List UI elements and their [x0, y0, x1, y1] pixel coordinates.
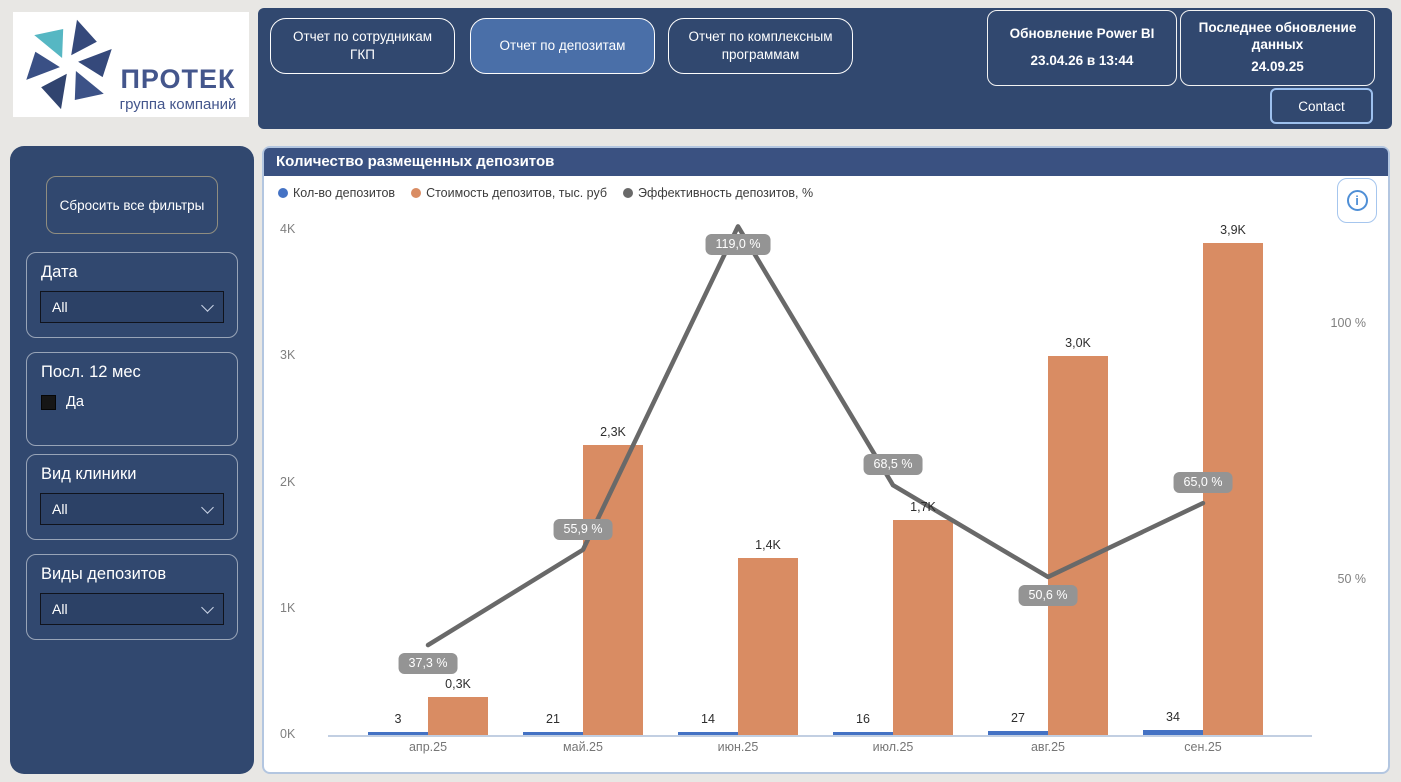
bar-deposit-count-июл.25[interactable]	[833, 732, 893, 735]
top-navigation-bar: Отчет по сотрудникам ГКП Отчет по депози…	[258, 8, 1392, 129]
deposit-types-value: All	[52, 601, 68, 617]
protek-pinwheel-icon	[26, 19, 112, 110]
efficiency-value-badge: 119,0 %	[705, 234, 771, 256]
legend-dot-value	[411, 188, 422, 198]
y-axis-tick-left: 1K	[280, 600, 296, 615]
filter-card-deposit-types: Виды депозитов All	[26, 554, 238, 640]
last-12-months-checkbox[interactable]	[41, 394, 56, 410]
deposit-count-label: 16	[856, 712, 870, 726]
company-logo-card: ПРОТЕК группа компаний	[13, 12, 249, 117]
x-axis-label: апр.25	[408, 740, 448, 754]
y-axis-tick-right: 50 %	[1337, 572, 1367, 586]
deposit-value-label: 3,0K	[1065, 336, 1091, 350]
bar-deposit-value-авг.25[interactable]	[1048, 356, 1108, 735]
chart-title: Количество размещенных депозитов	[264, 148, 1388, 176]
chevron-down-icon	[201, 600, 214, 614]
efficiency-value-badge: 68,5 %	[863, 454, 923, 476]
chart-plot-area: 0K 1K 2K 3K 4K 50 % 100 % 3 0,3K апр.25 21 2,3K май.…	[264, 148, 1388, 772]
bar-deposit-value-июл.25[interactable]	[893, 520, 953, 735]
x-axis-line	[328, 735, 1312, 737]
deposit-value-label: 1,4K	[755, 538, 781, 552]
efficiency-value-badge: 55,9 %	[553, 518, 613, 540]
y-axis-tick-left: 2K	[280, 474, 296, 489]
chevron-down-icon	[201, 500, 214, 514]
filter-card-last-12-months: Посл. 12 мес Да	[26, 352, 238, 446]
legend-item-efficiency[interactable]: Эффективность депозитов, %	[623, 186, 813, 200]
y-axis-tick-left: 4K	[280, 222, 296, 236]
bar-deposit-count-май.25[interactable]	[523, 732, 583, 735]
deposit-count-label: 3	[394, 712, 402, 726]
x-axis-label: июл.25	[872, 740, 914, 754]
brand-subtitle: группа компаний	[119, 96, 237, 113]
efficiency-value-badge: 65,0 %	[1173, 472, 1233, 494]
legend-item-value[interactable]: Стоимость депозитов, тыс. руб	[411, 186, 607, 200]
x-axis-label: май.25	[563, 740, 603, 754]
data-update-info: Последнее обновление данных 24.09.25	[1180, 10, 1375, 86]
bar-deposit-count-сен.25[interactable]	[1143, 730, 1203, 735]
bar-deposit-value-май.25[interactable]	[583, 445, 643, 735]
filter-title-last-12-months: Посл. 12 мес	[41, 363, 141, 381]
deposit-count-label: 21	[546, 712, 560, 726]
efficiency-value-badge: 50,6 %	[1018, 584, 1078, 606]
filter-title-clinic-type: Вид клиники	[41, 465, 137, 483]
clinic-type-value: All	[52, 501, 68, 517]
bar-deposit-count-авг.25[interactable]	[988, 731, 1048, 735]
bar-deposit-value-апр.25[interactable]	[428, 697, 488, 735]
deposit-count-label: 27	[1011, 711, 1025, 725]
powerbi-update-info: Обновление Power BI 23.04.26 в 13:44	[987, 10, 1177, 86]
y-axis-tick-left: 0K	[280, 727, 296, 741]
filter-title-deposit-types: Виды депозитов	[41, 565, 167, 583]
chart-legend: Кол-во депозитов Стоимость депозитов, ты…	[278, 186, 813, 200]
bar-deposit-count-апр.25[interactable]	[368, 732, 428, 735]
data-update-date: 24.09.25	[1251, 59, 1304, 74]
efficiency-value-badge: 37,3 %	[398, 653, 458, 675]
brand-name: ПРОТЕК	[120, 64, 236, 94]
legend-item-count[interactable]: Кол-во депозитов	[278, 186, 395, 200]
last-12-months-option-label: Да	[66, 394, 84, 410]
filters-sidebar: Сбросить все фильтры Дата All Посл. 12 м…	[10, 146, 254, 774]
y-axis-tick-left: 3K	[280, 348, 296, 363]
legend-label-value: Стоимость депозитов, тыс. руб	[426, 186, 608, 200]
powerbi-update-datetime: 23.04.26 в 13:44	[1030, 53, 1134, 69]
x-axis-label: авг.25	[1030, 740, 1065, 754]
nav-report-complex-programs-button[interactable]: Отчет по комплексным программам	[668, 18, 853, 74]
clinic-type-dropdown[interactable]: All	[40, 493, 224, 525]
y-axis-tick-right: 100 %	[1330, 315, 1366, 330]
bar-deposit-count-июн.25[interactable]	[678, 732, 738, 735]
nav-report-deposits-button[interactable]: Отчет по депозитам	[470, 18, 655, 74]
reset-filters-button[interactable]: Сбросить все фильтры	[46, 176, 218, 234]
data-update-title: Последнее обновление данных	[1198, 20, 1357, 52]
deposit-value-label: 3,9K	[1220, 223, 1246, 237]
chevron-down-icon	[201, 298, 214, 312]
info-icon	[1346, 190, 1368, 211]
chart-info-button[interactable]	[1337, 178, 1377, 223]
x-axis-label: июн.25	[717, 740, 759, 754]
deposit-types-dropdown[interactable]: All	[40, 593, 224, 625]
deposit-value-label: 1,7K	[910, 500, 936, 514]
date-filter-value: All	[52, 299, 68, 315]
contact-button[interactable]: Contact	[1270, 88, 1373, 124]
nav-report-employees-button[interactable]: Отчет по сотрудникам ГКП	[270, 18, 455, 74]
legend-dot-efficiency	[623, 188, 634, 198]
deposit-value-label: 0,3K	[445, 677, 471, 691]
deposit-value-label: 2,3K	[600, 425, 626, 439]
deposit-count-label: 34	[1166, 710, 1180, 724]
legend-label-efficiency: Эффективность депозитов, %	[638, 186, 814, 200]
filter-card-clinic-type: Вид клиники All	[26, 454, 238, 540]
bar-deposit-value-июн.25[interactable]	[738, 558, 798, 735]
deposit-count-label: 14	[701, 712, 715, 726]
filter-card-date: Дата All	[26, 252, 238, 338]
filter-title-date: Дата	[41, 263, 78, 281]
legend-dot-count	[278, 188, 288, 198]
date-filter-dropdown[interactable]: All	[40, 291, 224, 323]
x-axis-label: сен.25	[1184, 740, 1222, 754]
powerbi-update-title: Обновление Power BI	[1009, 25, 1155, 41]
legend-label-count: Кол-во депозитов	[293, 186, 396, 200]
deposits-chart-panel: Количество размещенных депозитов Кол-во …	[262, 146, 1390, 774]
